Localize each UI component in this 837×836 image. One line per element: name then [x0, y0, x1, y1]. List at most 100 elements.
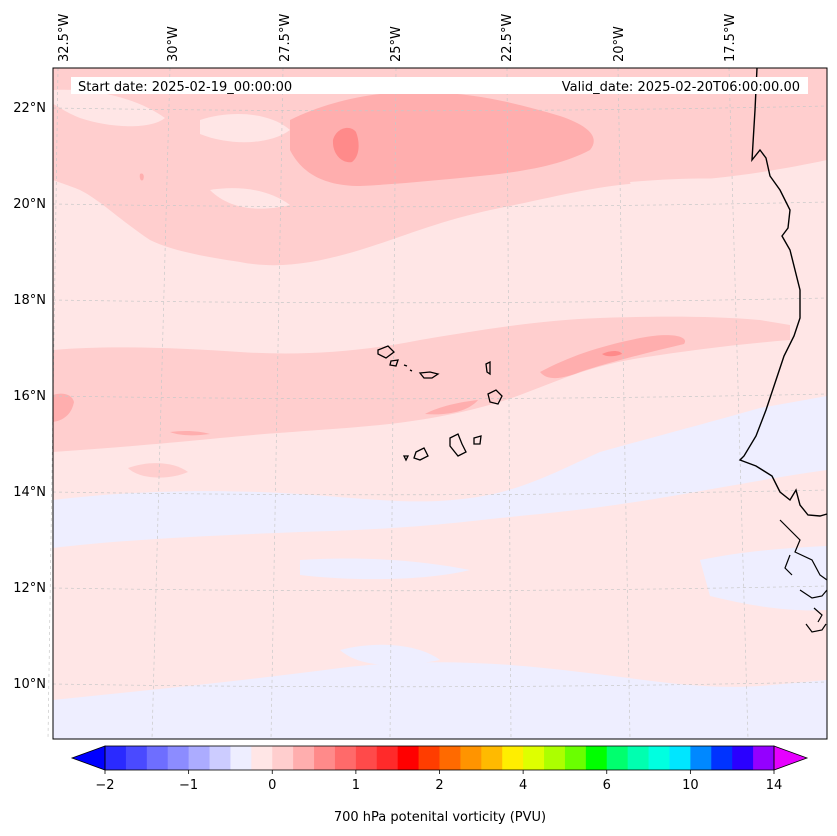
colorbar-cell	[753, 746, 775, 770]
colorbar-cell	[502, 746, 524, 770]
colorbar-cell	[606, 746, 629, 770]
gridline-17-5w	[728, 67, 749, 740]
positive-pv-gaps	[53, 89, 800, 259]
colorbar-cell	[272, 746, 294, 770]
colorbar-cell	[376, 746, 399, 770]
colorbar-tick-label: 14	[766, 778, 783, 793]
colorbar-tick-label: 0	[268, 778, 276, 793]
gap-small	[210, 188, 290, 209]
valid-date-text: Valid_date: 2025-02-20T06:00:00.00	[562, 80, 800, 95]
colorbar-tick-label: −1	[179, 778, 198, 793]
lat-label: 14°N	[13, 485, 46, 500]
negative-pv-band	[53, 396, 827, 548]
island-sao-vicente	[389, 359, 399, 367]
pv-strong-east	[602, 351, 622, 357]
colorbar-ticks: −2 −1 0 1 2 4 6 10 14	[95, 770, 782, 793]
pv-medium-east	[540, 335, 686, 379]
negative-pv-patch	[300, 558, 470, 580]
colorbar-tick-label: −2	[95, 778, 114, 793]
pv-medium-north	[290, 91, 594, 186]
colorbar-cell	[481, 746, 503, 770]
colorbar-cell	[648, 746, 671, 770]
island-sao-nicolau	[418, 371, 440, 379]
map-panel: Start date: 2025-02-19_00:00:00 Valid_da…	[47, 67, 828, 740]
colorbar-cell	[105, 746, 127, 770]
colorbar-cell	[230, 746, 252, 770]
colorbar-tick-label: 1	[352, 778, 360, 793]
pv-strong-core	[332, 127, 359, 163]
colorbar-cell	[711, 746, 733, 770]
colorbar-cell	[564, 746, 587, 770]
pv-medium-west	[53, 393, 74, 422]
lat-label: 10°N	[13, 677, 46, 692]
colorbar-cell	[209, 746, 232, 770]
negative-pv-small	[340, 644, 440, 666]
negative-pv-coastal	[700, 546, 827, 611]
positive-pv-strong	[332, 127, 622, 357]
colorbar-cell	[251, 746, 273, 770]
colorbar-cell	[439, 746, 462, 770]
gridline-25w	[389, 67, 397, 740]
lat-label: 20°N	[13, 197, 46, 212]
colorbar-title: 700 hPa potenital vorticity (PVU)	[334, 810, 546, 825]
colorbar-tick-label: 4	[519, 778, 527, 793]
lat-label: 18°N	[13, 293, 46, 308]
gap-east	[630, 178, 800, 204]
longitude-labels: 32.5°W 30°W 27.5°W 25°W 22.5°W 20°W 17.5…	[57, 14, 738, 62]
lon-label: 32.5°W	[57, 14, 72, 62]
west-africa-coastline	[738, 67, 828, 517]
colorbar-tick-label: 10	[682, 778, 699, 793]
pv-medium-streak	[170, 430, 210, 436]
colorbar-cell	[188, 746, 211, 770]
lon-label: 25°W	[389, 26, 404, 62]
colorbar-cell	[460, 746, 482, 770]
gap-center	[200, 114, 290, 143]
gap-nw	[53, 89, 165, 127]
colorbar-cell	[334, 746, 357, 770]
gridline-22-5w	[506, 67, 512, 740]
island-boa-vista	[487, 389, 503, 405]
lon-label: 20°W	[612, 26, 627, 62]
colorbar-cell	[397, 746, 420, 770]
island-maio	[473, 435, 482, 445]
colorbar-cells	[105, 746, 775, 770]
island-brava	[402, 455, 410, 462]
colorbar-cell	[523, 746, 545, 770]
gap-dot	[560, 199, 582, 211]
cape-verde-islands	[377, 345, 503, 462]
colorbar-cell	[732, 746, 754, 770]
colorbar-max-extend-arrow	[773, 745, 809, 771]
pv-medium-dot	[139, 173, 144, 181]
colorbar-cell	[167, 746, 190, 770]
lon-label: 17.5°W	[723, 14, 738, 62]
negative-pv-regions	[53, 153, 827, 739]
lon-label: 22.5°W	[500, 14, 515, 62]
island-santo-antao	[377, 345, 395, 359]
colorbar: −2 −1 0 1 2 4 6 10 14 700 hPa potenital vorticit…	[70, 745, 809, 825]
date-header-bar	[71, 77, 808, 94]
gap-east2	[600, 238, 700, 259]
gridline-20w	[617, 67, 631, 740]
graticule	[47, 67, 828, 740]
start-date-text: Start date: 2025-02-19_00:00:00	[78, 80, 292, 95]
colorbar-min-extend-arrow	[70, 745, 106, 771]
colorbar-cell	[355, 746, 378, 770]
pv-medium-small	[425, 400, 478, 415]
colorbar-cell	[314, 746, 336, 770]
colorbar-cell	[544, 746, 566, 770]
colorbar-tick-label: 2	[435, 778, 443, 793]
lat-label: 16°N	[13, 389, 46, 404]
island-santa-luzia	[403, 364, 413, 372]
colorbar-cell	[690, 746, 712, 770]
map-frame	[52, 67, 828, 740]
gridline-32-5w	[47, 67, 59, 740]
island-santiago	[449, 433, 467, 457]
lat-label: 22°N	[13, 101, 46, 116]
negative-pv-south	[53, 662, 827, 739]
latitude-labels: 22°N 20°N 18°N 16°N 14°N 12°N 10°N	[13, 101, 46, 692]
positive-pv-patch	[128, 463, 188, 478]
colorbar-cell	[125, 746, 148, 770]
colorbar-cell	[627, 746, 650, 770]
lon-label: 30°W	[166, 26, 181, 62]
